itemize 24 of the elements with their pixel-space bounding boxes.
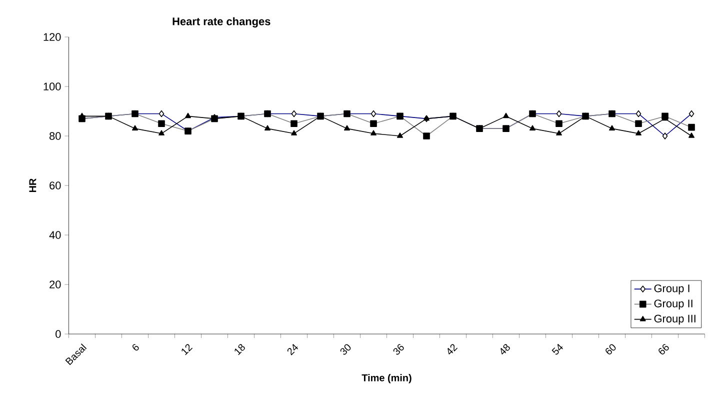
x-tick-label: 18 <box>234 344 245 356</box>
x-tick-label: 36 <box>393 344 404 355</box>
y-tick-label: 40 <box>49 231 61 239</box>
legend-label: Group I <box>654 284 690 294</box>
x-tick-label: 30 <box>340 344 351 355</box>
y-tick-label: 80 <box>50 132 61 140</box>
chart-title: Heart rate changes <box>172 17 270 28</box>
x-tick-label: 54 <box>552 344 563 355</box>
x-tick-label: 60 <box>606 344 616 354</box>
y-tick-label: 0 <box>56 330 61 338</box>
y-axis-title: HR <box>29 178 36 192</box>
y-tick-label: 120 <box>44 33 61 41</box>
x-axis-title: Time (min) <box>362 374 412 384</box>
x-tick-label: 6 <box>132 344 139 351</box>
x-tick-label: 48 <box>500 344 510 354</box>
x-tick-label: 42 <box>448 344 458 354</box>
y-tick-label: 100 <box>44 82 61 90</box>
y-tick-label: 20 <box>50 280 61 288</box>
legend-label: Group II <box>654 300 692 310</box>
x-tick-label: 12 <box>182 344 193 356</box>
x-tick-label: 66 <box>658 344 669 354</box>
legend-label: Group III <box>654 314 696 325</box>
x-tick-label: 24 <box>287 344 298 356</box>
y-tick-label: 60 <box>50 182 61 190</box>
